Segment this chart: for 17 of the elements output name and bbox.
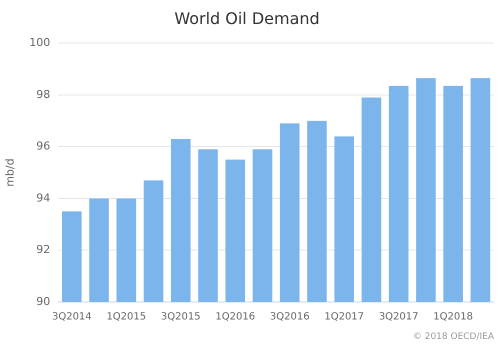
y-tick-label: 96 — [36, 140, 50, 153]
text: © 2018 OECD/IEA — [412, 332, 494, 342]
x-tick-label: 1Q2018 — [433, 312, 473, 323]
y-axis-title: mb/d — [3, 158, 16, 187]
x-tick-label: 3Q2014 — [52, 312, 92, 323]
x-tick-label: 3Q2016 — [270, 312, 310, 323]
x-tick-label: 3Q2017 — [378, 312, 419, 323]
y-tick-label: 90 — [36, 294, 50, 308]
x-tick-label: 1Q2016 — [215, 312, 256, 323]
x-tick-label: 3Q2015 — [160, 312, 201, 323]
x-tick-label: 1Q2017 — [324, 312, 364, 323]
y-tick-label: 100 — [29, 36, 50, 50]
chart-title: World Oil Demand — [174, 8, 320, 28]
y-tick-label: 98 — [36, 88, 50, 101]
y-tick-label: 92 — [36, 243, 50, 256]
x-tick-label: 1Q2015 — [106, 312, 146, 323]
y-tick-label: 94 — [36, 191, 50, 204]
